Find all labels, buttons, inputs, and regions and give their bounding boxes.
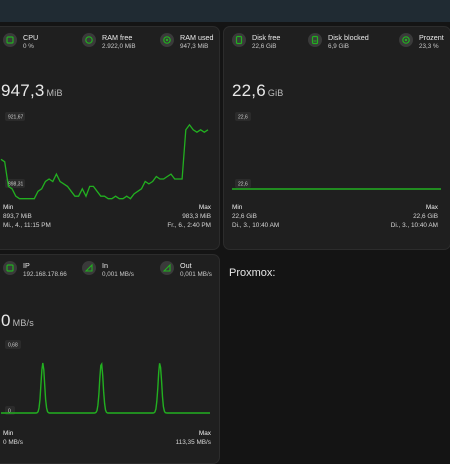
ram-used-icon: [160, 33, 174, 47]
current-value: 22,6 GiB: [232, 81, 284, 101]
percent-icon: [399, 33, 413, 47]
min-block: Min 0 MB/s: [3, 429, 23, 447]
stat-value: 947,3 MiB: [180, 43, 209, 50]
min-time: Di., 3., 10:40 AM: [232, 222, 280, 229]
max-value: 983,3 MiB: [182, 213, 211, 220]
memory-line: [0, 123, 209, 200]
max-block: Max 22,6 GiB Di., 3., 10:40 AM: [391, 203, 438, 230]
y-bottom-label: 898,31: [8, 182, 24, 188]
y-bottom-label: 22,6: [238, 182, 248, 188]
max-time: Di., 3., 10:40 AM: [390, 222, 438, 229]
max-value: 22,6 GiB: [413, 213, 438, 220]
stat-value: 22,6 GiB: [252, 43, 277, 50]
stat-label: Out: [180, 261, 192, 270]
max-label: Max: [198, 430, 211, 437]
stat-label: Disk blocked: [328, 33, 369, 42]
min-value: 893,7 MiB: [3, 213, 32, 220]
stat-value: 0,001 MB/s: [180, 271, 212, 278]
network-chart: 0,68 0: [1, 340, 210, 415]
y-top-label: 921,67: [8, 115, 24, 121]
proxmox-heading: Proxmox:: [229, 267, 276, 279]
y-top-label: 0,68: [8, 343, 18, 349]
max-block: Max 113,35 MB/s: [176, 429, 211, 447]
min-block: Min 22,6 GiB Di., 3., 10:40 AM: [232, 203, 279, 230]
stat-percent: Prozent 23,3 %: [399, 33, 444, 51]
network-card[interactable]: IP 192.168.178.66 In 0,001 MB/s Out 0,001 M…: [0, 254, 220, 464]
top-bar: [0, 0, 450, 22]
stat-ram-used: RAM used 947,3 MiB: [160, 33, 214, 51]
stat-label: CPU: [23, 33, 39, 42]
min-value: 0 MB/s: [3, 439, 23, 446]
ip-icon: [3, 261, 17, 275]
min-time: Mi., 4., 11:15 PM: [3, 222, 51, 229]
stat-label: IP: [23, 261, 30, 270]
current-number: 0: [1, 311, 11, 330]
stat-cpu: CPU 0 %: [3, 33, 38, 51]
stat-in: In 0,001 MB/s: [82, 261, 134, 279]
ram-free-icon: [82, 33, 96, 47]
disk-free-icon: [232, 33, 246, 47]
memory-card[interactable]: CPU 0 % RAM free 2.922,0 MiB RAM used 947,3…: [0, 26, 220, 250]
current-value: 0 MB/s: [1, 311, 34, 331]
current-unit: GiB: [267, 88, 284, 98]
in-icon: [82, 261, 96, 275]
current-value: 947,3 MiB: [1, 81, 63, 101]
stat-value: 0 %: [23, 43, 34, 50]
min-label: Min: [3, 430, 14, 437]
stat-ip: IP 192.168.178.66: [3, 261, 67, 279]
stat-out: Out 0,001 MB/s: [160, 261, 212, 279]
min-value: 22,6 GiB: [232, 213, 257, 220]
stat-label: Prozent: [419, 33, 444, 42]
max-value: 113,35 MB/s: [175, 439, 211, 446]
stat-value: 23,3 %: [419, 43, 439, 50]
current-unit: MB/s: [12, 318, 34, 328]
max-time: Fr., 6., 2:40 PM: [167, 222, 211, 229]
current-unit: MiB: [46, 88, 63, 98]
disk-blocked-icon: [308, 33, 322, 47]
cpu-icon: [3, 33, 17, 47]
disk-chart: 22,6 22,6: [232, 112, 441, 190]
current-number: 947,3: [1, 81, 45, 100]
y-top-label: 22,6: [238, 115, 248, 121]
stat-label: In: [102, 261, 108, 270]
stat-value: 6,9 GiB: [328, 43, 349, 50]
network-line: [1, 362, 210, 414]
stat-label: Disk free: [252, 33, 281, 42]
min-block: Min 893,7 MiB Mi., 4., 11:15 PM: [3, 203, 51, 230]
current-number: 22,6: [232, 81, 266, 100]
y-bottom-label: 0: [8, 409, 11, 415]
disk-card[interactable]: Disk free 22,6 GiB Disk blocked 6,9 GiB Pr…: [223, 26, 450, 250]
max-label: Max: [198, 204, 211, 211]
max-block: Max 983,3 MiB Fr., 6., 2:40 PM: [167, 203, 211, 230]
out-icon: [160, 261, 174, 275]
min-label: Min: [232, 204, 243, 211]
stat-ram-free: RAM free 2.922,0 MiB: [82, 33, 136, 51]
stat-disk-free: Disk free 22,6 GiB: [232, 33, 280, 51]
stat-value: 0,001 MB/s: [102, 271, 134, 278]
memory-chart: 921,67 898,31: [0, 112, 209, 200]
stat-value: 192.168.178.66: [23, 271, 67, 278]
stat-value: 2.922,0 MiB: [102, 43, 136, 50]
stat-label: RAM free: [102, 33, 133, 42]
stat-label: RAM used: [180, 33, 214, 42]
min-label: Min: [3, 204, 14, 211]
max-label: Max: [425, 204, 438, 211]
stat-disk-blocked: Disk blocked 6,9 GiB: [308, 33, 369, 51]
